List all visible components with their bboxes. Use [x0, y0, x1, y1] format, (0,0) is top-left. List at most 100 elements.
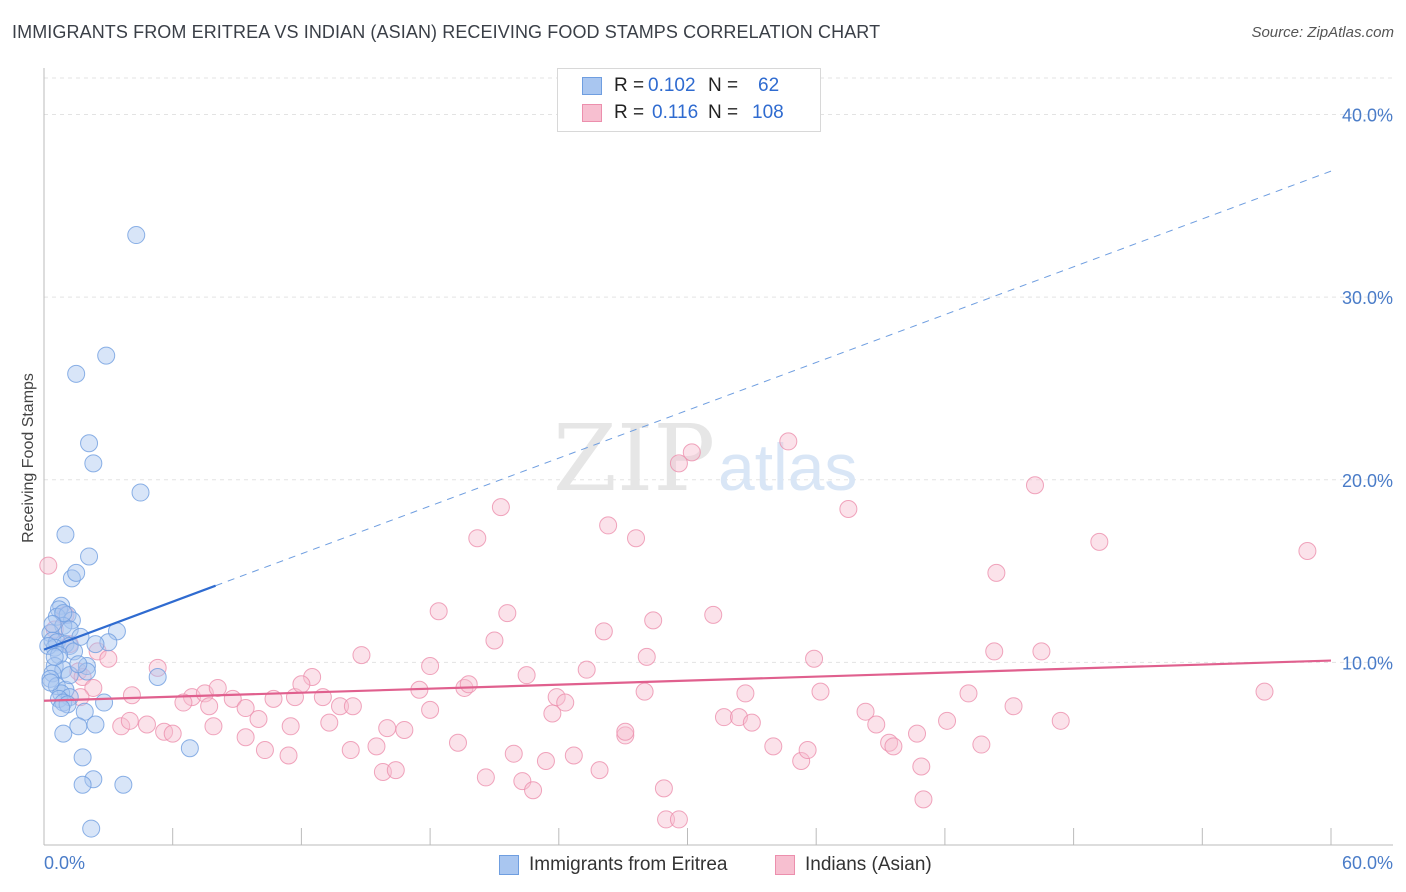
indian-point	[331, 697, 350, 716]
eritrea-point	[56, 525, 75, 544]
legend-item-eritrea[interactable]: Immigrants from Eritrea	[499, 852, 727, 878]
indian-trend-line	[43, 659, 1332, 702]
source-credit: Source: ZipAtlas.com	[1251, 24, 1394, 41]
eritrea-legend-swatch-icon	[499, 855, 519, 875]
y-tick-label: 30.0%	[1342, 288, 1393, 308]
x-tick-label: 0.0%	[44, 853, 85, 873]
indian-point	[378, 719, 397, 738]
indian-point	[504, 744, 523, 763]
indian-point	[985, 642, 1004, 661]
indian-point	[764, 737, 783, 756]
eritrea-point	[84, 454, 103, 473]
eritrea-trend-line	[43, 584, 216, 651]
indian-point	[798, 741, 817, 760]
indian-point	[867, 715, 886, 734]
watermark-atlas: atlas	[718, 430, 857, 504]
indian-point	[281, 717, 300, 736]
indian-point	[99, 649, 118, 668]
indian-point	[1298, 541, 1317, 560]
trend-lines	[43, 170, 1332, 702]
r-value: 0.102	[648, 75, 696, 96]
indian-point	[137, 715, 156, 734]
n-label: N =	[708, 75, 739, 96]
indian-point	[1255, 682, 1274, 701]
indian-point	[491, 498, 510, 517]
indian-point	[120, 711, 139, 730]
eritrea-point	[80, 547, 99, 566]
y-tick-label: 40.0%	[1342, 106, 1393, 126]
indian-point	[122, 686, 141, 705]
stats-legend: R = 0.102 N = 62 R = 0.116 N = 108	[557, 68, 821, 132]
legend-item-indian[interactable]: Indians (Asian)	[775, 852, 932, 878]
axis-labels: 10.0% 20.0% 30.0% 40.0% 0.0% 60.0% Receiving F…	[20, 106, 1393, 873]
indian-point	[839, 499, 858, 518]
indian-point	[320, 713, 339, 732]
y-tick-label: 10.0%	[1342, 653, 1393, 673]
watermark-zip: ZIP	[553, 405, 715, 512]
eritrea-point	[127, 226, 146, 245]
chart-title: IMMIGRANTS FROM ERITREA VS INDIAN (ASIAN…	[12, 22, 881, 42]
indian-point	[524, 781, 543, 800]
indian-point	[148, 658, 167, 677]
eritrea-point	[67, 563, 86, 582]
indian-point	[279, 746, 298, 765]
indian-point	[1025, 476, 1044, 495]
indian-point	[1051, 711, 1070, 730]
indian-point	[577, 660, 596, 679]
eritrea-point	[73, 748, 92, 767]
indian-point	[736, 684, 755, 703]
y-axis-title: Receiving Food Stamps	[20, 373, 37, 543]
eritrea-point	[73, 775, 92, 794]
indian-point	[1004, 697, 1023, 716]
r-label: R =	[614, 102, 645, 123]
indian-point	[972, 735, 991, 754]
indian-point	[343, 697, 362, 716]
r-label: R =	[614, 75, 645, 96]
indian-point	[669, 810, 688, 829]
eritrea-point	[95, 693, 114, 712]
indian-point	[637, 647, 656, 666]
legend-label-indian: Indians (Asian)	[805, 854, 932, 875]
indian-point	[236, 699, 255, 718]
x-tick-label: 60.0%	[1342, 853, 1393, 873]
indian-point	[341, 741, 360, 760]
indian-point	[303, 667, 322, 686]
eritrea-point	[148, 667, 167, 686]
indian-point	[742, 713, 761, 732]
indian-point	[714, 708, 733, 727]
indian-point	[1032, 642, 1051, 661]
n-value: 108	[752, 102, 784, 123]
eritrea-point	[45, 647, 64, 666]
indian-point	[367, 737, 386, 756]
n-value: 62	[758, 75, 780, 96]
eritrea-point	[69, 655, 88, 674]
eritrea-point	[180, 739, 199, 758]
axes	[43, 68, 1393, 846]
indian-point	[792, 751, 811, 770]
indian-point	[236, 728, 255, 747]
indian-point	[627, 529, 646, 548]
eritrea-point	[97, 346, 116, 365]
indian-point	[292, 675, 311, 694]
indian-point	[112, 717, 131, 736]
indian-point	[543, 704, 562, 723]
indian-point	[429, 602, 448, 621]
eritrea-trend-extension	[215, 170, 1332, 587]
indian-point	[174, 693, 193, 712]
eritrea-point	[69, 717, 88, 736]
indian-point	[669, 454, 688, 473]
indian-point	[84, 678, 103, 697]
indian-point	[536, 751, 555, 770]
indian-point	[556, 693, 575, 712]
indian-point	[386, 761, 405, 780]
r-value: 0.116	[652, 102, 699, 123]
eritrea-point	[131, 483, 150, 502]
indian-point	[635, 682, 654, 701]
indian-point	[476, 768, 495, 787]
stats-row-eritrea: R = 0.102 N = 62	[582, 74, 779, 98]
indian-point	[590, 761, 609, 780]
indian-point	[352, 646, 371, 665]
indian-point	[657, 810, 676, 829]
y-tick-label: 20.0%	[1342, 471, 1393, 491]
